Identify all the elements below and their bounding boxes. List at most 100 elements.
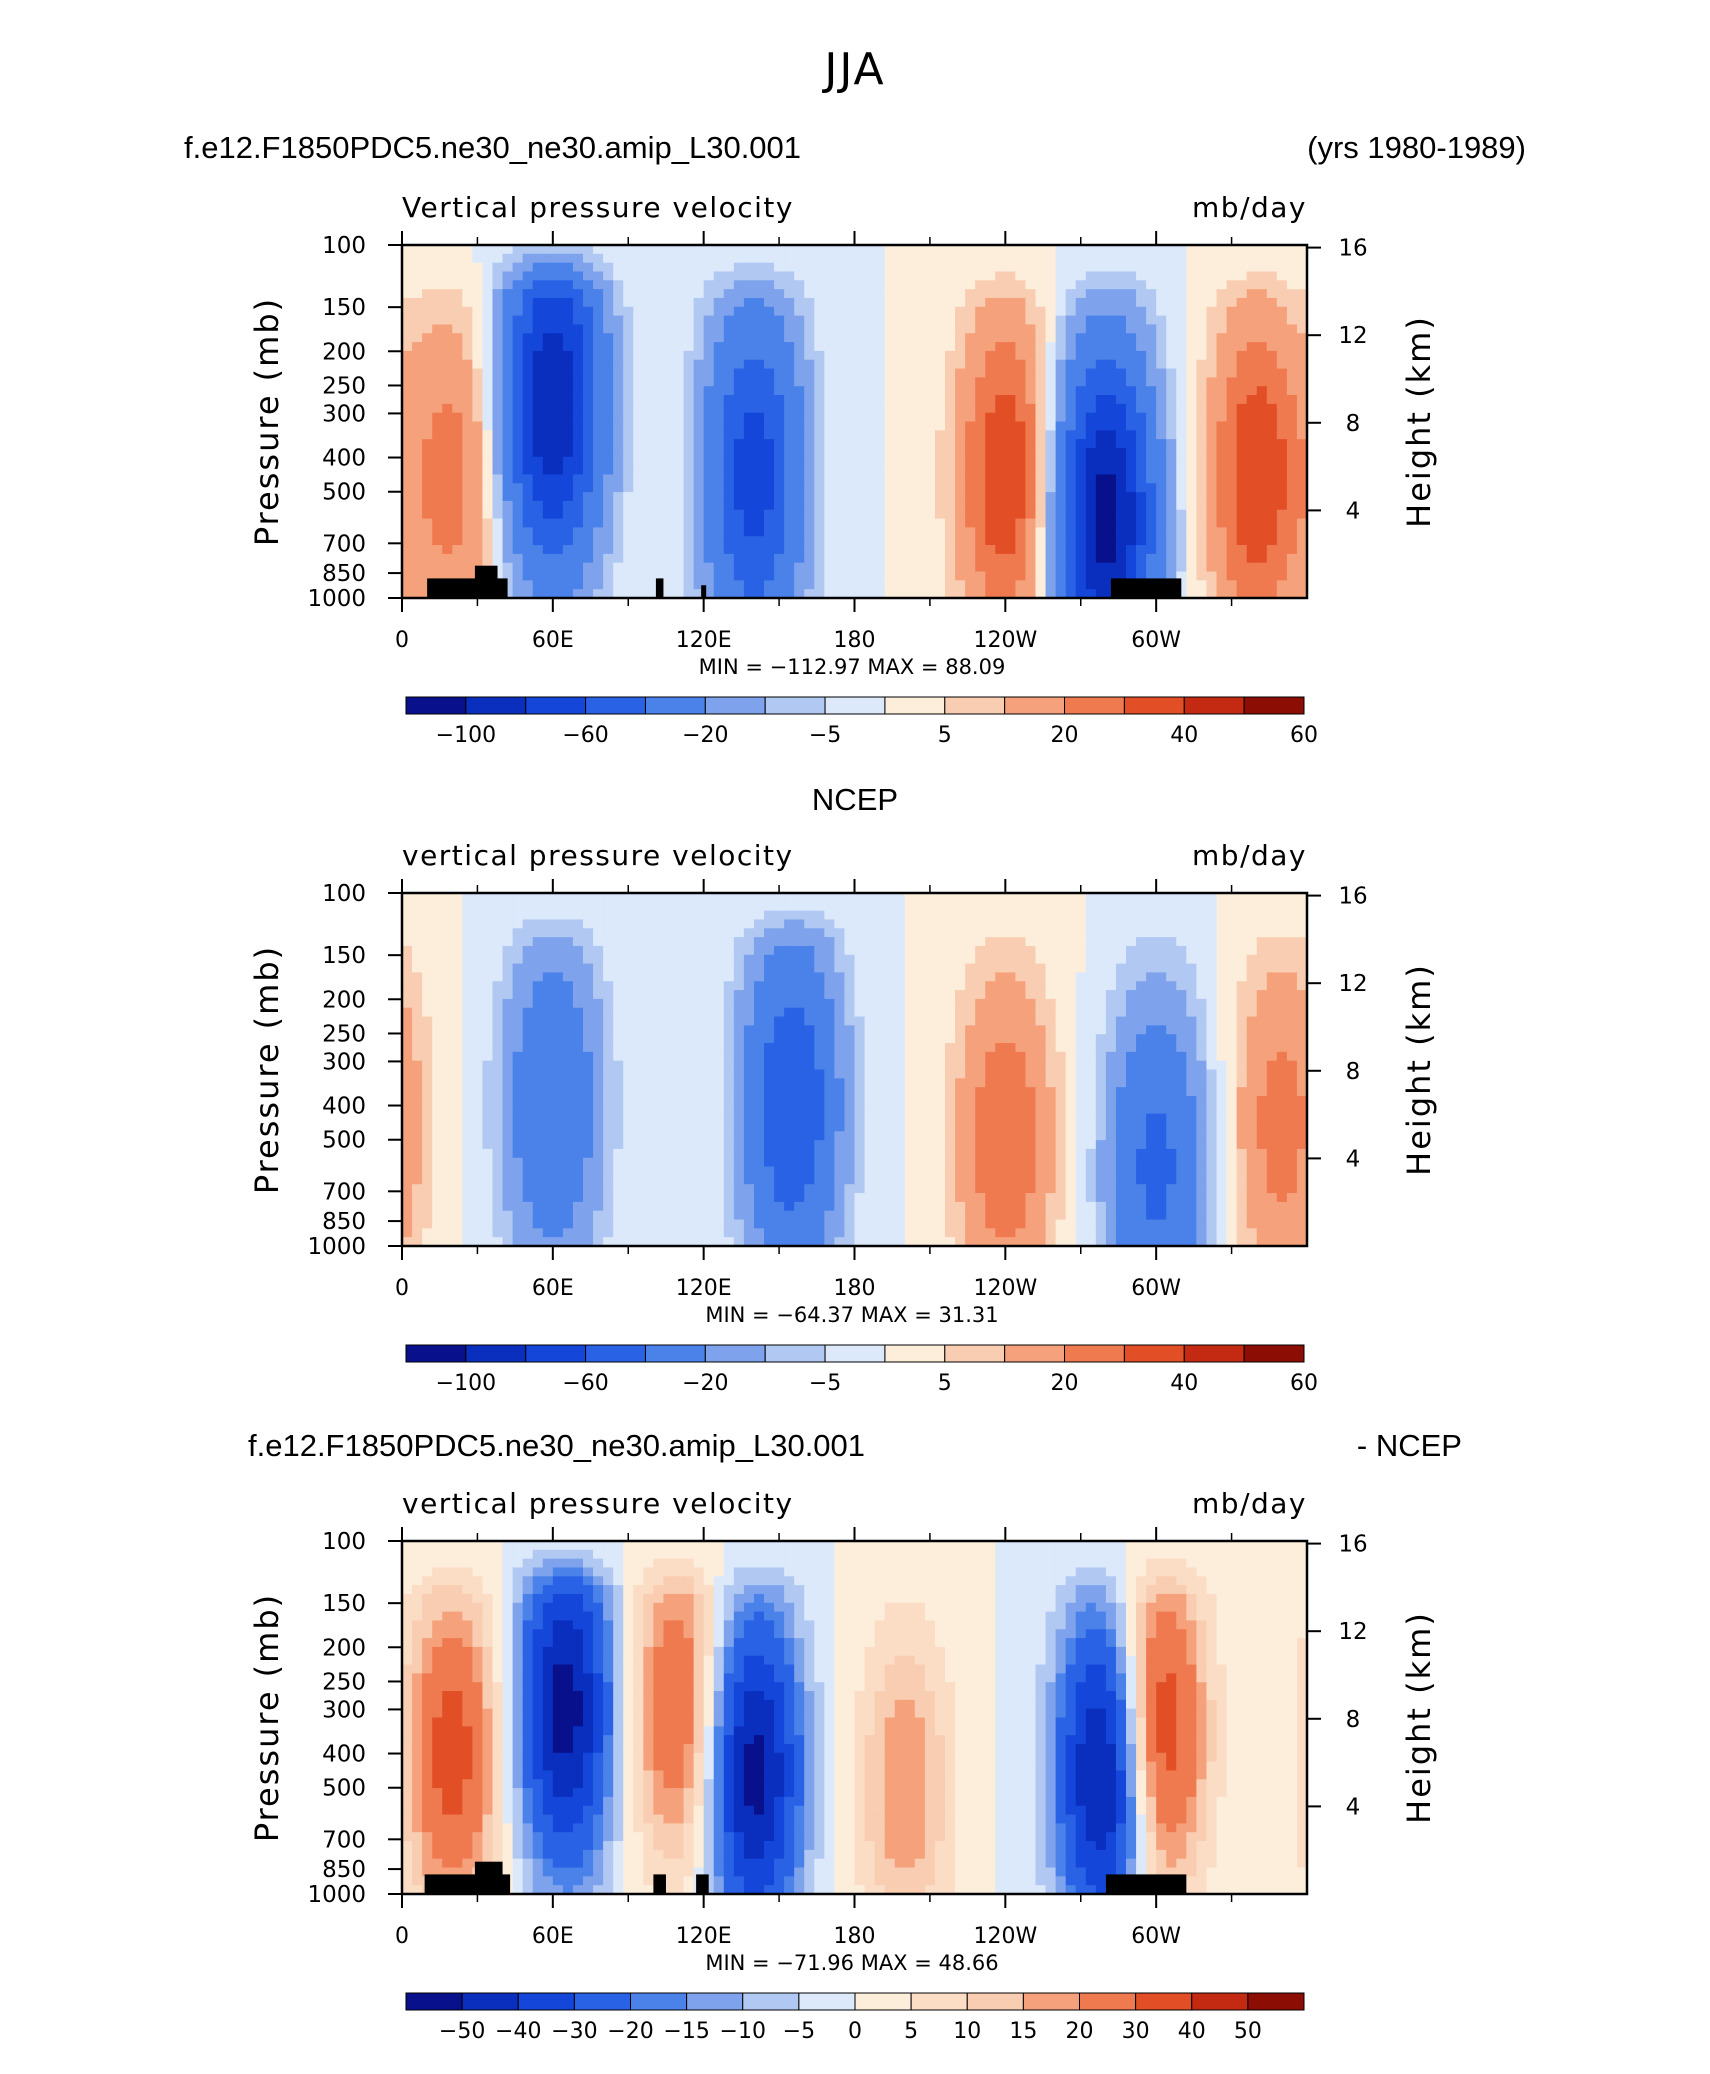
field-cell	[934, 990, 946, 1000]
field-cell	[562, 289, 574, 299]
field-cell	[1156, 430, 1167, 440]
field-cell	[693, 963, 705, 974]
field-cell	[945, 395, 956, 405]
field-cell	[784, 981, 795, 991]
field-cell	[442, 1016, 453, 1026]
field-cell	[522, 954, 534, 965]
field-cell	[432, 439, 443, 449]
field-cell	[703, 315, 715, 326]
field-cell	[643, 998, 654, 1009]
field-cell	[542, 990, 554, 1000]
field-cell	[1065, 1007, 1077, 1018]
field-cell	[1246, 333, 1258, 343]
field-cell	[874, 901, 886, 912]
field-cell	[1115, 571, 1127, 581]
field-cell	[1156, 289, 1167, 299]
field-cell	[914, 395, 926, 405]
field-cell	[1055, 465, 1067, 476]
field-cell	[824, 945, 835, 956]
field-cell	[965, 280, 976, 290]
field-cell	[774, 297, 785, 308]
field-cell	[1246, 386, 1258, 396]
field-cell	[1246, 518, 1258, 528]
field-cell	[683, 403, 695, 414]
field-cell	[874, 945, 886, 956]
field-cell	[934, 553, 946, 564]
field-cell	[583, 527, 594, 537]
field-cell	[723, 377, 735, 387]
field-cell	[995, 403, 1006, 414]
field-cell	[764, 901, 775, 912]
field-cell	[1276, 536, 1288, 546]
field-cell	[1216, 562, 1228, 573]
field-cell	[1005, 910, 1016, 921]
field-cell	[1206, 474, 1218, 484]
field-cell	[422, 421, 433, 431]
field-cell	[552, 333, 564, 343]
field-cell	[874, 893, 886, 903]
field-cell	[1045, 342, 1057, 352]
field-cell	[733, 412, 745, 423]
field-cell	[864, 271, 876, 281]
field-cell	[1055, 509, 1067, 520]
field-cell	[804, 536, 815, 546]
field-cell	[502, 333, 514, 343]
field-cell	[1095, 562, 1107, 573]
field-cell	[412, 990, 423, 1000]
field-cell	[653, 342, 665, 352]
field-cell	[1186, 315, 1197, 326]
field-cell	[784, 545, 795, 555]
field-cell	[733, 1007, 745, 1018]
field-cell	[502, 359, 514, 370]
field-cell	[955, 972, 966, 982]
field-cell	[834, 893, 846, 903]
field-cell	[583, 901, 594, 912]
field-cell	[1216, 474, 1228, 484]
field-cell	[1095, 350, 1107, 361]
field-cell	[1045, 492, 1057, 502]
field-cell	[1126, 262, 1137, 273]
field-cell	[1005, 901, 1016, 912]
field-cell	[985, 954, 996, 965]
field-cell	[1216, 315, 1228, 326]
field-cell	[542, 937, 554, 947]
y-tick-label: 850	[322, 561, 366, 587]
field-cell	[743, 527, 755, 537]
field-cell	[874, 910, 886, 921]
field-cell	[1276, 580, 1288, 590]
field-cell	[713, 280, 725, 290]
field-cell	[572, 981, 584, 991]
field-cell	[995, 280, 1006, 290]
field-cell	[623, 571, 634, 581]
field-cell	[784, 536, 795, 546]
field-cell	[844, 981, 856, 991]
field-cell	[1115, 439, 1127, 449]
field-cell	[904, 981, 916, 991]
field-cell	[814, 945, 825, 956]
field-cell	[894, 333, 906, 343]
field-cell	[1166, 359, 1177, 370]
field-cell	[1146, 474, 1157, 484]
field-cell	[904, 253, 916, 264]
field-cell	[1025, 1007, 1037, 1018]
field-cell	[884, 963, 896, 974]
field-cell	[764, 359, 775, 370]
field-cell	[995, 928, 1006, 938]
field-cell	[834, 306, 846, 317]
field-cell	[894, 536, 906, 546]
field-cell	[733, 509, 745, 520]
field-cell	[904, 289, 916, 299]
field-cell	[945, 536, 956, 546]
field-cell	[552, 945, 564, 956]
field-cell	[723, 536, 735, 546]
field-cell	[904, 571, 916, 581]
field-cell	[1226, 306, 1238, 317]
field-cell	[412, 553, 423, 564]
field-cell	[733, 262, 745, 273]
field-cell	[874, 342, 886, 352]
field-cell	[502, 492, 514, 502]
field-cell	[572, 580, 584, 590]
field-cell	[1136, 981, 1147, 991]
field-cell	[653, 386, 665, 396]
field-cell	[874, 474, 886, 484]
